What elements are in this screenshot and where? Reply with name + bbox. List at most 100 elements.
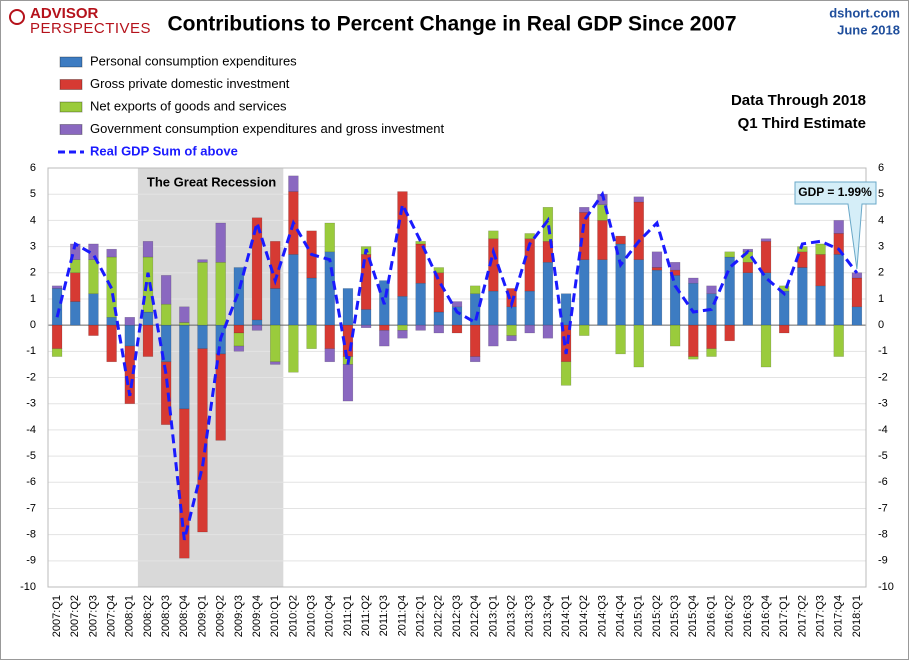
y-tick-label: 2 (30, 267, 36, 279)
x-tick-label: 2013:Q1 (487, 595, 499, 637)
bar (379, 330, 390, 347)
legend-label: Government consumption expenditures and … (90, 121, 444, 136)
bar (51, 324, 63, 349)
y-tick-label: 1 (30, 293, 36, 305)
bar (724, 256, 735, 326)
bar (51, 348, 63, 357)
bar (851, 272, 863, 279)
bar (270, 324, 281, 363)
y2-tick-label: -5 (878, 450, 888, 462)
bar (106, 317, 117, 326)
bar (579, 324, 590, 336)
legend-label: Real GDP Sum of above (90, 143, 238, 158)
x-tick-label: 2010:Q2 (287, 595, 299, 637)
x-tick-label: 2011:Q4 (396, 595, 408, 636)
bar (270, 361, 281, 365)
y-tick-label: -8 (26, 529, 36, 541)
bar (88, 324, 99, 336)
y2-tick-label: 4 (878, 214, 884, 226)
x-tick-label: 2015:Q2 (651, 595, 663, 637)
bar (306, 277, 317, 326)
y2-tick-label: 6 (878, 162, 884, 174)
bar (197, 348, 208, 533)
bar (688, 356, 699, 360)
legend-swatch (59, 56, 83, 68)
x-tick-label: 2007:Q1 (51, 595, 63, 637)
bar (579, 207, 590, 213)
x-tick-label: 2010:Q4 (324, 595, 336, 637)
x-tick-label: 2007:Q2 (69, 595, 81, 637)
y2-tick-label: 0 (878, 319, 884, 331)
bar (215, 262, 226, 326)
logo-text: ADVISOR (30, 5, 99, 22)
bar (233, 324, 245, 334)
bar (560, 361, 572, 386)
bar (324, 222, 335, 253)
x-tick-label: 2007:Q4 (106, 595, 118, 637)
x-tick-label: 2009:Q1 (196, 595, 208, 637)
bar (397, 296, 408, 326)
bar (88, 293, 99, 326)
x-tick-label: 2014:Q1 (560, 595, 572, 637)
bar (379, 324, 390, 331)
legend-swatch (59, 101, 83, 113)
bar (688, 277, 699, 284)
x-tick-label: 2012:Q2 (433, 595, 445, 637)
bar (633, 324, 644, 368)
bar (633, 196, 644, 203)
logo-text: PERSPECTIVES (30, 20, 151, 37)
bar (724, 324, 735, 342)
y-tick-label: 3 (30, 240, 36, 252)
bar (288, 324, 299, 373)
bar (797, 267, 808, 326)
bar (651, 269, 663, 326)
y2-tick-label: -9 (878, 555, 888, 567)
legend-label: Gross private domestic investment (90, 76, 290, 91)
bar (142, 324, 154, 357)
bar (815, 243, 826, 255)
y2-tick-label: 5 (878, 188, 884, 200)
bar (342, 364, 354, 402)
legend: Personal consumption expenditures Gross p… (58, 53, 444, 158)
bar (106, 324, 117, 363)
legend-swatch (59, 124, 83, 135)
y2-tick-label: -4 (878, 424, 888, 436)
y-tick-label: -7 (26, 502, 36, 514)
x-tick-label: 2016:Q3 (742, 595, 754, 637)
y2-tick-label: -8 (878, 529, 888, 541)
bar (742, 262, 754, 273)
bar (706, 348, 717, 357)
bar (615, 324, 626, 355)
bar (488, 290, 499, 326)
bar (397, 324, 408, 331)
source: dshort.com (829, 5, 900, 20)
bar (833, 220, 844, 234)
x-tick-label: 2017:Q1 (778, 595, 790, 637)
bar (706, 285, 717, 294)
bar (542, 262, 554, 326)
x-tick-label: 2016:Q4 (760, 595, 772, 637)
bar (179, 306, 190, 323)
bar (579, 259, 590, 326)
bar (815, 285, 826, 326)
x-tick-label: 2007:Q3 (87, 595, 99, 637)
bar (397, 330, 408, 339)
bar (651, 267, 663, 271)
bar (360, 324, 372, 328)
bar (360, 309, 372, 326)
x-tick-label: 2013:Q2 (505, 595, 517, 637)
bar (288, 175, 299, 192)
bar (597, 259, 608, 326)
bar (324, 348, 335, 363)
bar (470, 285, 481, 294)
y-tick-label: 0 (30, 319, 36, 331)
bar (415, 324, 426, 331)
bar (779, 324, 790, 334)
bar (215, 222, 226, 263)
bar (560, 293, 572, 326)
bar (251, 324, 263, 331)
bar (451, 301, 463, 308)
plot-border (47, 167, 867, 588)
bar (833, 324, 844, 357)
bar (142, 241, 154, 258)
